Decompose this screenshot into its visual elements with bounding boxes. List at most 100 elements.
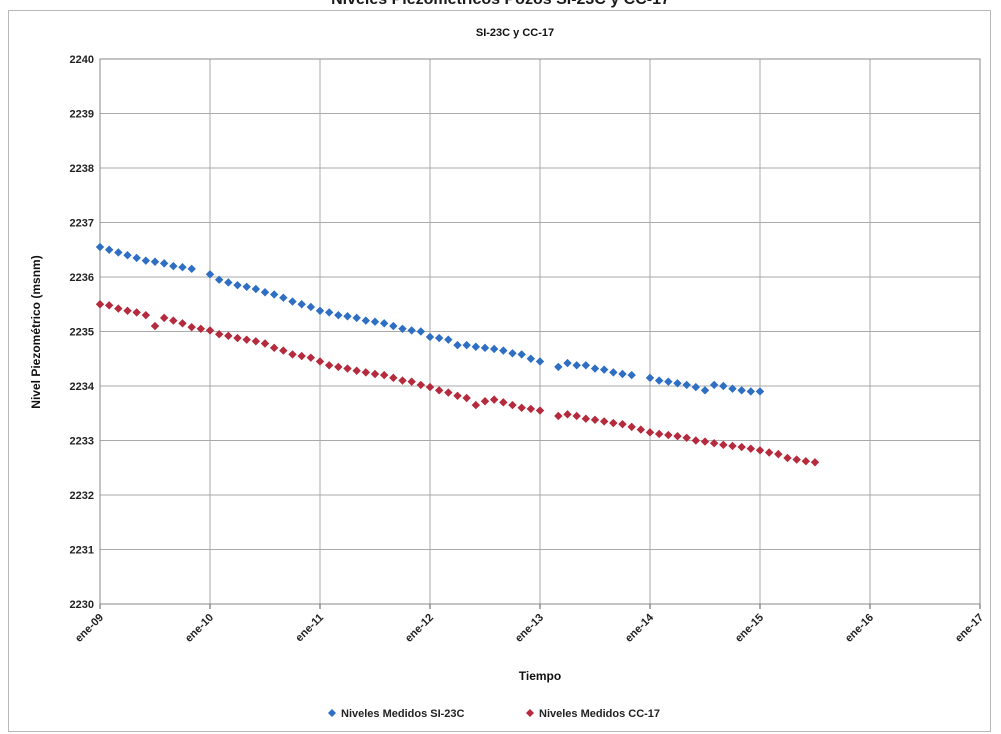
data-point — [517, 403, 526, 412]
data-point — [563, 358, 572, 368]
data-point — [535, 406, 545, 415]
data-point — [664, 430, 673, 440]
data-point — [352, 313, 361, 323]
data-point — [379, 319, 389, 328]
data-point — [746, 444, 756, 453]
data-point — [224, 331, 233, 341]
data-point — [774, 449, 783, 459]
data-point — [572, 361, 581, 370]
data-point — [132, 253, 141, 263]
y-tick-label: 2236 — [70, 272, 94, 284]
data-point — [563, 410, 572, 419]
y-tick-label: 2232 — [70, 490, 94, 502]
x-tick-label: ene-13 — [513, 612, 546, 645]
data-point — [645, 373, 655, 383]
data-point — [444, 335, 453, 344]
data-point — [233, 280, 242, 290]
data-point — [269, 290, 279, 299]
grid — [99, 58, 981, 609]
tick-labels: 2230 2231 2232 2233 2234 2235 2236 2237 2238 2239… — [70, 54, 987, 645]
data-point — [810, 458, 820, 467]
data-point — [462, 340, 471, 350]
data-point — [123, 251, 132, 260]
data-point — [737, 442, 746, 452]
data-point — [508, 349, 517, 358]
data-point — [260, 339, 270, 348]
y-tick-label: 2239 — [70, 109, 94, 121]
data-point — [159, 259, 169, 268]
legend-label: Niveles Medidos SI-23C — [341, 708, 465, 720]
data-point — [489, 344, 499, 354]
data-point — [517, 350, 526, 359]
data-point — [95, 300, 105, 309]
data-point — [132, 308, 141, 317]
data-point — [453, 391, 462, 401]
data-point — [343, 312, 352, 321]
data-point — [453, 340, 462, 350]
series-2 — [95, 300, 820, 467]
x-tick-label: ene-16 — [843, 612, 876, 645]
data-point — [416, 380, 426, 390]
data-point — [306, 353, 316, 362]
data-point — [242, 335, 251, 344]
data-point — [480, 343, 490, 353]
data-point — [205, 326, 215, 335]
data-point — [315, 357, 325, 366]
data-point — [279, 346, 288, 355]
data-point — [700, 437, 710, 446]
data-point — [370, 317, 380, 326]
y-tick-label: 2231 — [70, 545, 94, 557]
x-tick-label: ene-17 — [953, 612, 986, 645]
data-point — [499, 346, 508, 355]
data-point — [187, 264, 196, 274]
data-point — [416, 327, 426, 336]
data-point — [141, 310, 151, 320]
data-point — [361, 368, 371, 377]
series-1 — [95, 242, 765, 396]
data-point — [792, 455, 801, 464]
data-point — [434, 386, 444, 395]
data-point — [636, 425, 646, 434]
data-point — [159, 313, 169, 323]
data-point — [251, 284, 261, 294]
data-point — [489, 395, 499, 404]
data-point — [618, 369, 627, 379]
data-point — [178, 262, 187, 272]
data-point — [205, 270, 215, 279]
data-point — [352, 366, 361, 375]
data-point — [169, 316, 178, 325]
data-point — [691, 382, 701, 392]
data-point — [590, 415, 600, 424]
data-point — [260, 288, 270, 297]
data-point — [480, 397, 490, 406]
data-point — [599, 365, 609, 374]
y-tick-label: 2238 — [70, 163, 94, 175]
data-point — [398, 324, 407, 333]
data-point — [104, 245, 114, 254]
data-point — [123, 306, 132, 315]
x-tick-label: ene-12 — [403, 612, 436, 645]
data-point — [434, 333, 444, 343]
chart-frame — [8, 10, 991, 732]
data-point — [709, 380, 719, 390]
data-point — [407, 377, 416, 386]
legend-marker — [328, 709, 336, 717]
series-layer — [95, 242, 820, 467]
data-point — [104, 301, 114, 310]
data-point — [196, 324, 206, 333]
data-point — [728, 384, 737, 393]
data-point — [214, 275, 224, 284]
data-point — [728, 441, 737, 451]
data-point — [114, 304, 123, 313]
data-point — [682, 433, 691, 442]
data-point — [224, 278, 233, 287]
data-point — [764, 448, 774, 457]
data-point — [306, 302, 316, 312]
data-point — [425, 332, 435, 342]
data-point — [645, 428, 655, 437]
data-point — [581, 361, 591, 370]
data-point — [737, 386, 746, 395]
y-tick-label: 2240 — [70, 54, 94, 66]
data-point — [691, 436, 701, 445]
data-point — [673, 431, 682, 441]
